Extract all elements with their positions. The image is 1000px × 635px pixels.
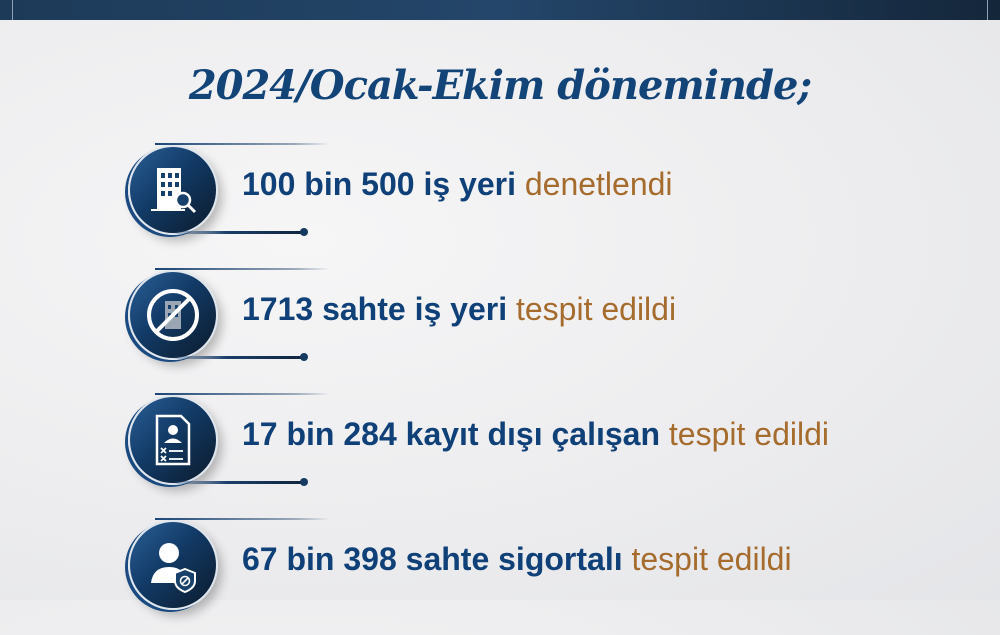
stat-item: 67 bin 398 sahte sigortalı tespit edildi <box>0 510 1000 635</box>
divider <box>175 481 303 484</box>
stat-text: 17 bin 284 kayıt dışı çalışan tespit edi… <box>242 416 829 453</box>
stat-text: 67 bin 398 sahte sigortalı tespit edildi <box>242 541 792 578</box>
document-person-icon <box>155 414 191 466</box>
divider-dot <box>300 228 308 236</box>
header-frame <box>12 0 988 20</box>
divider <box>155 143 330 145</box>
page-title: 2024/Ocak-Ekim döneminde; <box>188 62 812 109</box>
icon-badge <box>128 395 218 485</box>
stat-status: tespit edildi <box>668 416 829 452</box>
stat-value: 100 bin 500 iş yeri <box>242 166 516 202</box>
divider <box>175 356 303 359</box>
stat-status: denetlendi <box>524 166 673 202</box>
building-search-icon <box>151 168 197 214</box>
icon-badge <box>128 520 218 610</box>
header-band <box>0 0 1000 20</box>
stat-value: 1713 sahte iş yeri <box>242 291 508 327</box>
building-prohibited-icon <box>147 289 199 341</box>
stat-status: tespit edildi <box>515 291 677 327</box>
icon-badge <box>128 270 218 360</box>
stat-value: 67 bin 398 sahte sigortalı <box>242 541 623 577</box>
icon-badge <box>128 145 218 235</box>
stat-text: 100 bin 500 iş yeri denetlendi <box>242 166 673 203</box>
divider <box>155 518 330 520</box>
divider <box>155 268 330 270</box>
stat-item: 100 bin 500 iş yeri denetlendi <box>0 135 1000 260</box>
stat-item: 1713 sahte iş yeri tespit edildi <box>0 260 1000 385</box>
stat-text: 1713 sahte iş yeri tespit edildi <box>242 291 676 328</box>
divider <box>155 393 330 395</box>
divider-dot <box>300 478 308 486</box>
divider-dot <box>300 353 308 361</box>
person-shield-icon <box>151 543 196 594</box>
stat-item: 17 bin 284 kayıt dışı çalışan tespit edi… <box>0 385 1000 510</box>
divider <box>175 231 303 234</box>
stat-status: tespit edildi <box>631 541 792 577</box>
stat-value: 17 bin 284 kayıt dışı çalışan <box>242 416 660 452</box>
